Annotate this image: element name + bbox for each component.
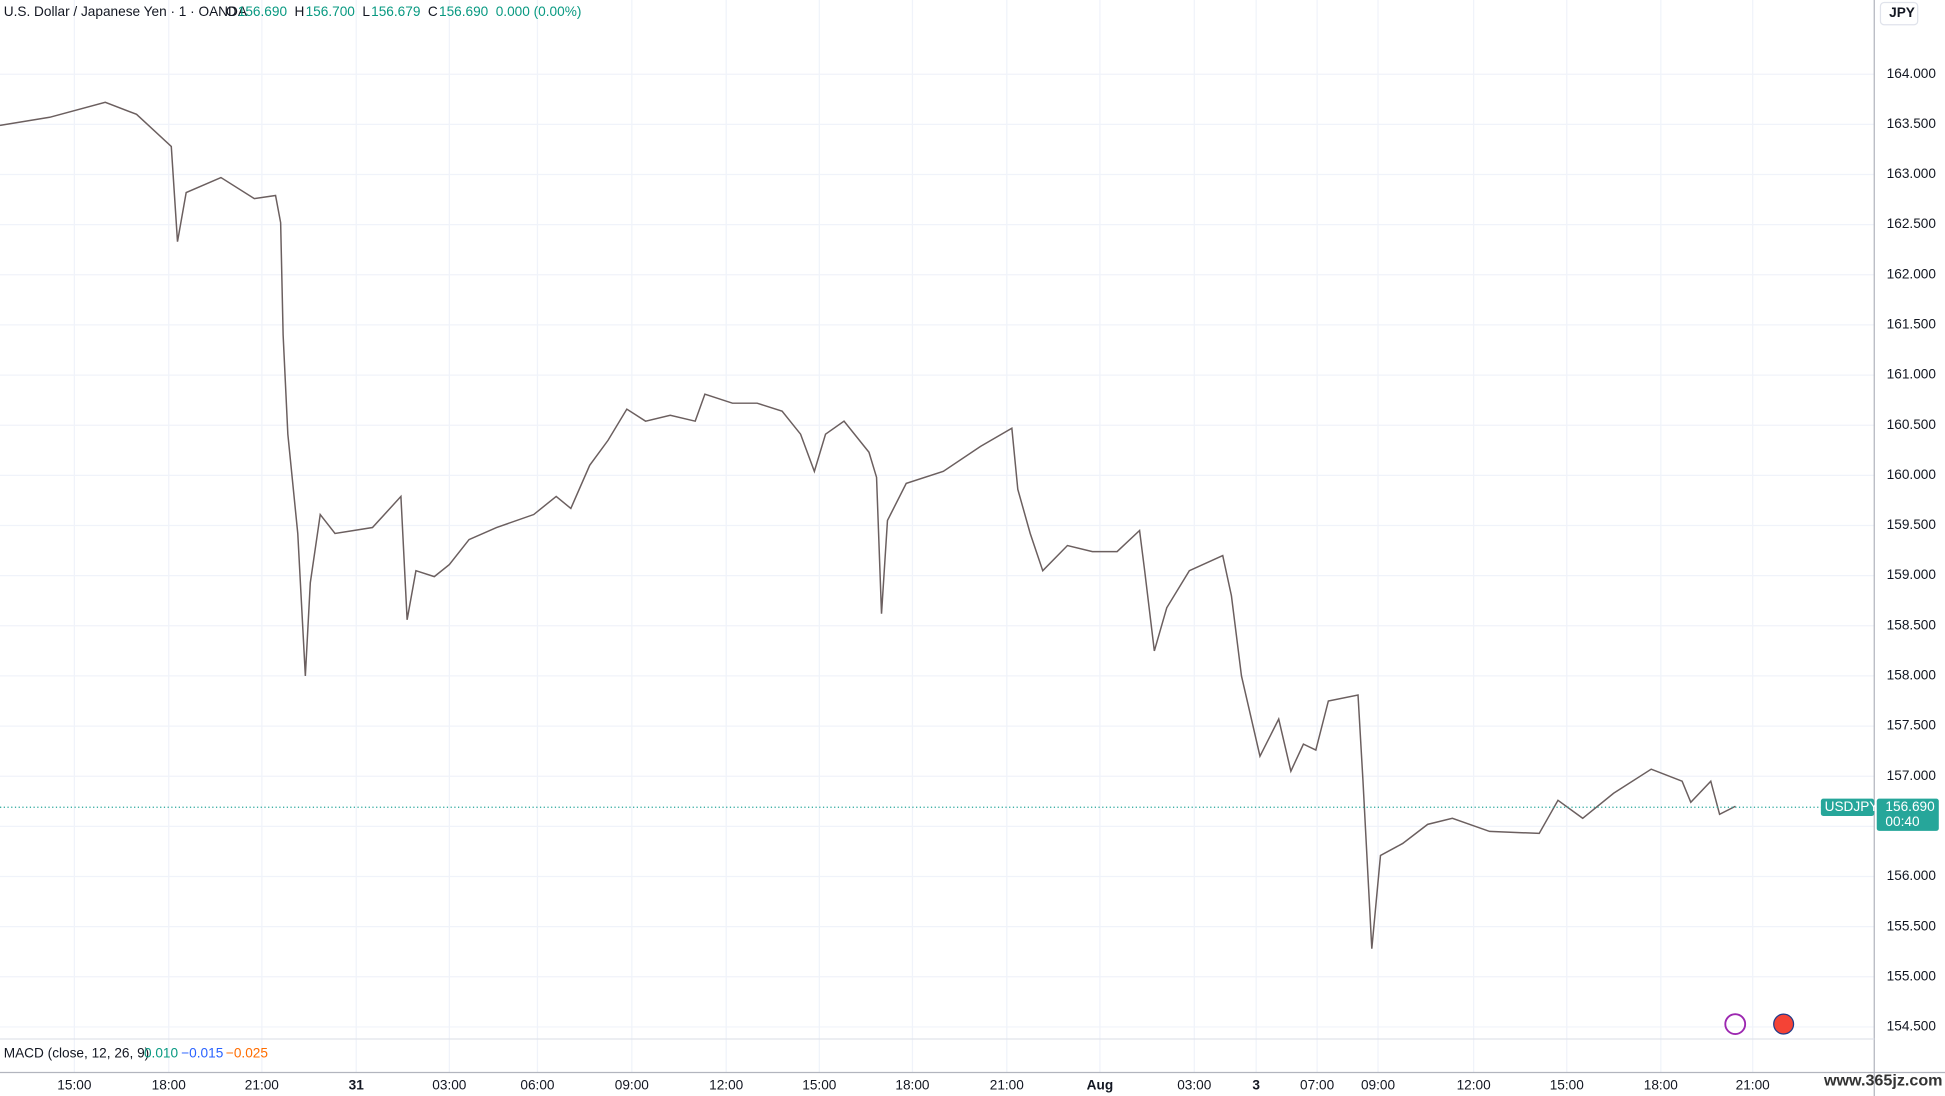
price-tag-countdown: 00:40 (1885, 814, 1920, 829)
price-line (0, 101, 1736, 949)
y-tick-label: 161.500 (1887, 317, 1937, 332)
macd-value: 0.010 (144, 1045, 179, 1060)
y-tick-label: 163.000 (1887, 166, 1937, 181)
y-tick-label: 160.000 (1887, 467, 1937, 482)
x-tick-label: 09:00 (615, 1078, 650, 1093)
macd-histogram: −0.025 (226, 1045, 268, 1060)
ohlc-value: 156.679 (371, 4, 420, 19)
ohlc-key: C (428, 4, 438, 19)
flag-icon[interactable] (1773, 1013, 1795, 1035)
x-tick-label: 15:00 (802, 1078, 837, 1093)
ohlc-key: O (226, 4, 237, 19)
price-tag-value: 156.690 (1885, 799, 1935, 814)
symbol-tag (1820, 798, 1875, 816)
y-tick-label: 154.500 (1887, 1019, 1937, 1034)
x-tick-label: 15:00 (57, 1078, 92, 1093)
y-tick-label: 159.500 (1887, 517, 1937, 532)
y-tick-label: 161.000 (1887, 367, 1937, 382)
ohlc-key: H (295, 4, 305, 19)
x-tick-label: 31 (349, 1078, 365, 1093)
symbol-tag-label: USDJPY (1825, 799, 1879, 814)
y-tick-label: 158.000 (1887, 668, 1937, 683)
y-tick-label: 158.500 (1887, 617, 1937, 632)
x-tick-label: 21:00 (1736, 1078, 1771, 1093)
y-tick-label: 162.500 (1887, 216, 1937, 231)
x-tick-label: 3 (1252, 1078, 1260, 1093)
x-tick-label: 12:00 (709, 1078, 744, 1093)
macd-label: MACD (close, 12, 26, 9) (4, 1045, 149, 1060)
y-tick-label: 159.000 (1887, 567, 1937, 582)
x-tick-label: 03:00 (432, 1078, 467, 1093)
x-tick-label: 21:00 (990, 1078, 1025, 1093)
currency: JPY (1889, 5, 1915, 20)
y-tick-label: 164.000 (1887, 66, 1937, 81)
symbol-title: U.S. Dollar / Japanese Yen · 1 · OANDA (4, 4, 248, 19)
x-tick-label: 12:00 (1457, 1078, 1492, 1093)
x-tick-label: 18:00 (152, 1078, 187, 1093)
x-tick-label: 06:00 (520, 1078, 555, 1093)
change: 0.000 (0.00%) (496, 4, 582, 19)
x-tick-label: 18:00 (895, 1078, 930, 1093)
ohlc-key: L (362, 4, 370, 19)
ohlc-value: 156.690 (439, 4, 489, 19)
y-tick-label: 156.000 (1887, 868, 1937, 883)
ohlc-value: 156.690 (238, 4, 288, 19)
y-tick-label: 162.000 (1887, 266, 1937, 281)
y-tick-label: 155.500 (1887, 918, 1937, 933)
x-tick-label: 03:00 (1177, 1078, 1212, 1093)
macd-signal: −0.015 (181, 1045, 223, 1060)
x-tick-label: 15:00 (1550, 1078, 1585, 1093)
lightning-icon[interactable] (1724, 1013, 1747, 1035)
x-tick-label: 21:00 (245, 1078, 280, 1093)
x-tick-label: Aug (1087, 1078, 1114, 1093)
watermark: www.365jz.com (1823, 1071, 1943, 1089)
y-tick-label: 163.500 (1887, 116, 1937, 131)
ohlc-value: 156.700 (306, 4, 356, 19)
price-tag (1876, 798, 1939, 831)
currency-box (1879, 1, 1919, 26)
y-tick-label: 160.500 (1887, 417, 1937, 432)
y-tick-label: 155.000 (1887, 968, 1937, 983)
y-tick-label: 157.500 (1887, 718, 1937, 733)
x-tick-label: 09:00 (1361, 1078, 1396, 1093)
y-tick-label: 157.000 (1887, 768, 1937, 783)
x-tick-label: 07:00 (1300, 1078, 1335, 1093)
x-tick-label: 18:00 (1644, 1078, 1679, 1093)
